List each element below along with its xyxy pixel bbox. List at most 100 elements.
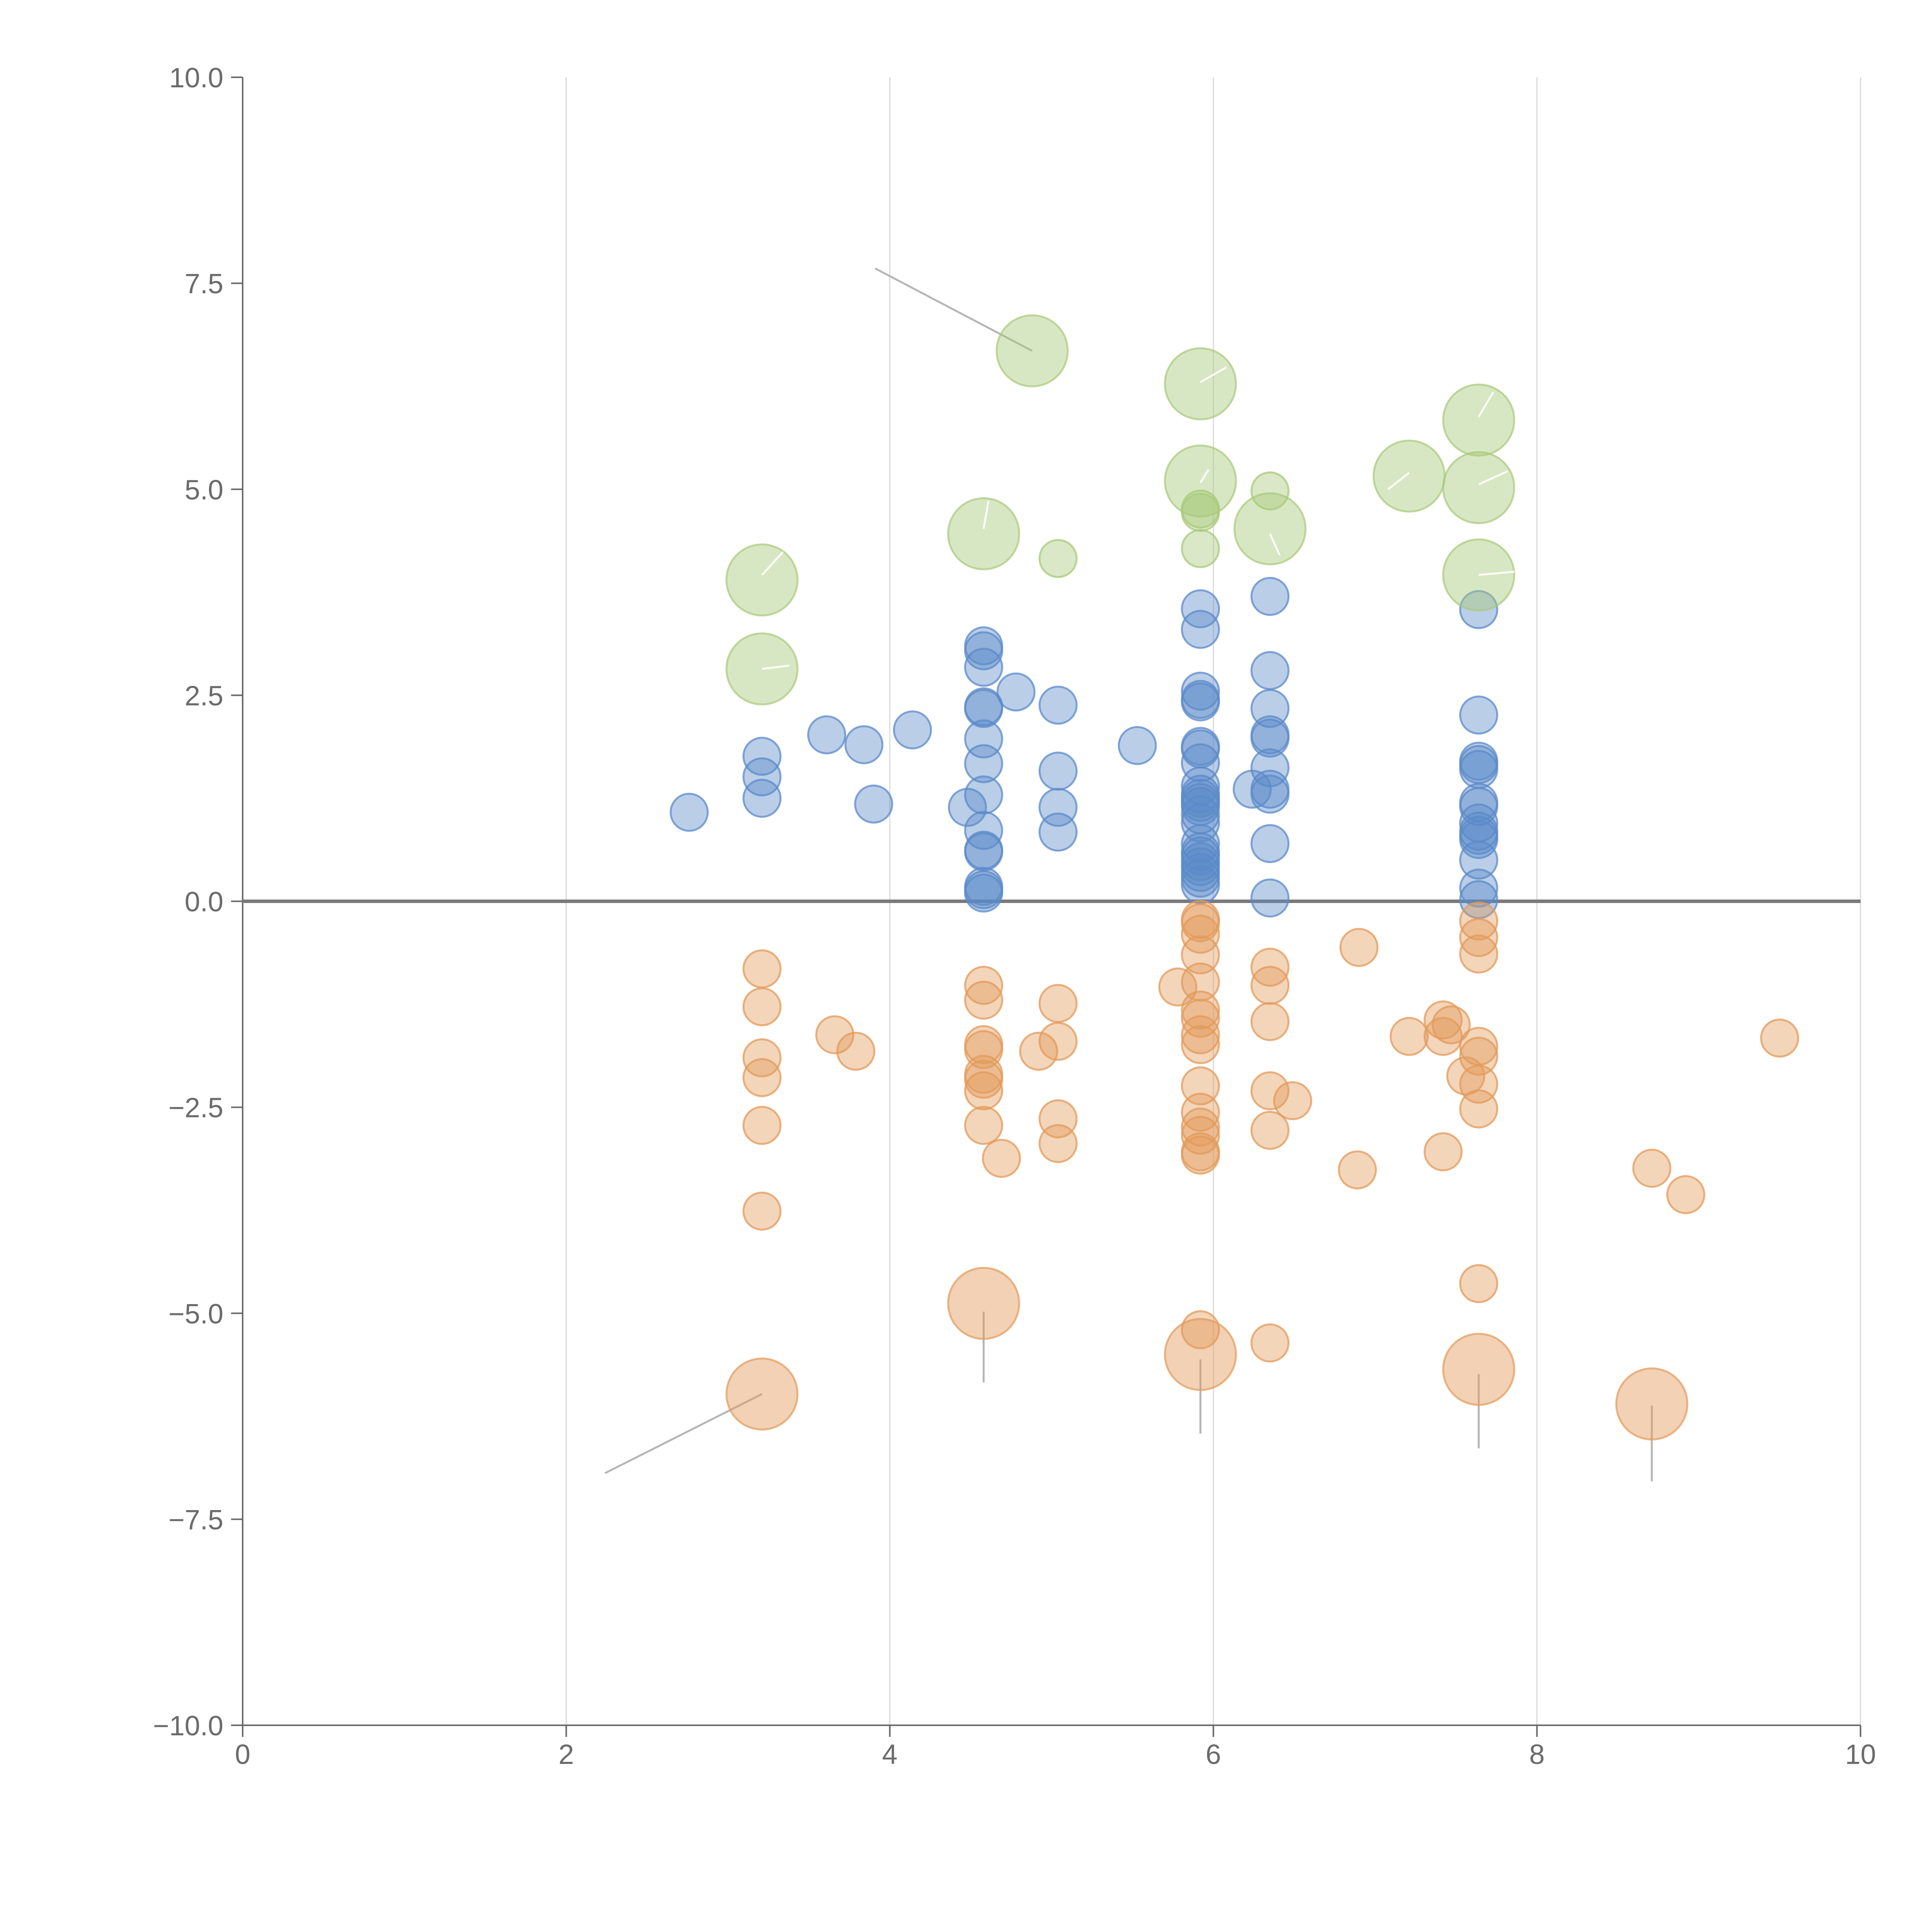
large-bubble — [1615, 1367, 1689, 1440]
highlight-green-point — [1250, 471, 1290, 511]
negative-point — [742, 987, 782, 1026]
positive-point — [1250, 824, 1290, 863]
positive-point — [1181, 610, 1220, 649]
leader-line — [874, 267, 1033, 352]
negative-point — [1181, 1015, 1220, 1054]
negative-point — [1632, 1148, 1672, 1188]
large-bubble — [1233, 492, 1307, 566]
label-leader-line — [983, 500, 990, 529]
negative-point — [1760, 1018, 1799, 1058]
y-tick-label: −7.5 — [168, 1505, 223, 1536]
positive-point — [1181, 803, 1220, 843]
negative-point — [1339, 928, 1379, 967]
positive-point — [1038, 685, 1078, 725]
positive-point — [1459, 750, 1498, 789]
y-tick-label: 2.5 — [185, 680, 223, 711]
large-bubble — [1372, 439, 1446, 513]
negative-point — [836, 1032, 876, 1071]
label-leader-line — [761, 551, 784, 576]
negative-point — [742, 1058, 782, 1097]
negative-point — [964, 1071, 1003, 1111]
negative-point — [1459, 1036, 1498, 1076]
positive-point — [1250, 651, 1290, 690]
negative-point — [964, 966, 1003, 1005]
negative-point — [815, 1015, 854, 1054]
negative-point — [1459, 934, 1498, 974]
positive-point — [742, 779, 782, 818]
y-tick-label: −2.5 — [168, 1093, 223, 1124]
positive-point — [1459, 868, 1498, 908]
large-bubble — [947, 1267, 1020, 1340]
negative-point — [1459, 1089, 1498, 1129]
positive-point — [1459, 840, 1498, 880]
negative-point — [1181, 1135, 1220, 1175]
negative-point — [1666, 1175, 1706, 1214]
large-bubble — [1442, 451, 1515, 524]
y-tick-label: −5.0 — [168, 1299, 223, 1330]
x-tick-label: 6 — [1206, 1739, 1221, 1770]
positive-point — [964, 689, 1003, 728]
positive-point — [1250, 718, 1290, 758]
positive-point — [948, 787, 987, 827]
positive-point — [742, 736, 782, 776]
large-bubble — [1164, 347, 1237, 420]
negative-point — [742, 1106, 782, 1145]
negative-point — [1181, 903, 1220, 942]
highlight-green-point — [1181, 529, 1220, 568]
positive-point — [1250, 878, 1290, 918]
negative-point — [1250, 1111, 1290, 1150]
negative-point — [1250, 1071, 1290, 1111]
negative-point — [742, 1038, 782, 1078]
x-tick-label: 4 — [882, 1739, 898, 1770]
positive-point — [1181, 672, 1220, 711]
y-tick-label: 5.0 — [185, 474, 223, 505]
positive-point — [1459, 820, 1498, 859]
x-tick-label: 2 — [558, 1739, 574, 1770]
negative-point — [1181, 1092, 1220, 1132]
positive-point — [964, 631, 1003, 670]
negative-point — [964, 1106, 1003, 1145]
positive-point — [742, 757, 782, 796]
negative-point — [1181, 1116, 1220, 1155]
negative-point — [964, 980, 1003, 1020]
negative-point — [742, 949, 782, 988]
negative-point — [1250, 1323, 1290, 1363]
large-bubble — [995, 314, 1069, 388]
negative-point — [1181, 1025, 1220, 1065]
positive-point — [854, 784, 893, 824]
large-bubble-layer — [725, 314, 1689, 1440]
negative-point — [1432, 1005, 1471, 1044]
large-bubble — [947, 497, 1020, 570]
large-bubble — [725, 1357, 799, 1431]
negative-point — [964, 1060, 1003, 1099]
label-leader-line — [1199, 469, 1209, 483]
x-tick-label: 0 — [235, 1739, 250, 1770]
negative-point — [1250, 1002, 1290, 1041]
negative-point — [742, 1191, 782, 1231]
leader-line — [604, 1393, 763, 1474]
x-tick-label: 10 — [1845, 1739, 1876, 1770]
positive-point — [1181, 743, 1220, 782]
label-leader-line — [1200, 366, 1227, 383]
positive-point — [1181, 589, 1220, 628]
positive-point — [964, 873, 1003, 913]
positive-point — [893, 710, 932, 750]
leader-line-layer — [604, 267, 1653, 1481]
positive-point — [1459, 696, 1498, 735]
positive-point — [807, 715, 847, 755]
negative-point — [1038, 984, 1078, 1023]
negative-point — [1459, 901, 1498, 941]
positive-point — [996, 672, 1036, 712]
negative-point — [1273, 1081, 1312, 1121]
negative-point — [1181, 935, 1220, 975]
positive-point — [1250, 774, 1290, 814]
y-tick-label: −10.0 — [153, 1711, 223, 1742]
positive-point — [1250, 577, 1290, 616]
negative-point — [1038, 1124, 1078, 1163]
positive-point — [964, 648, 1003, 687]
axis-layer: 0 2 4 6 8 10 10.0 7.5 5.0 2.5 0.0 −2.5 −5.0 −7.5 −10.0 — [153, 63, 1876, 1770]
negative-point — [1459, 918, 1498, 957]
negative-point — [1019, 1032, 1058, 1071]
positive-point — [1038, 752, 1078, 791]
